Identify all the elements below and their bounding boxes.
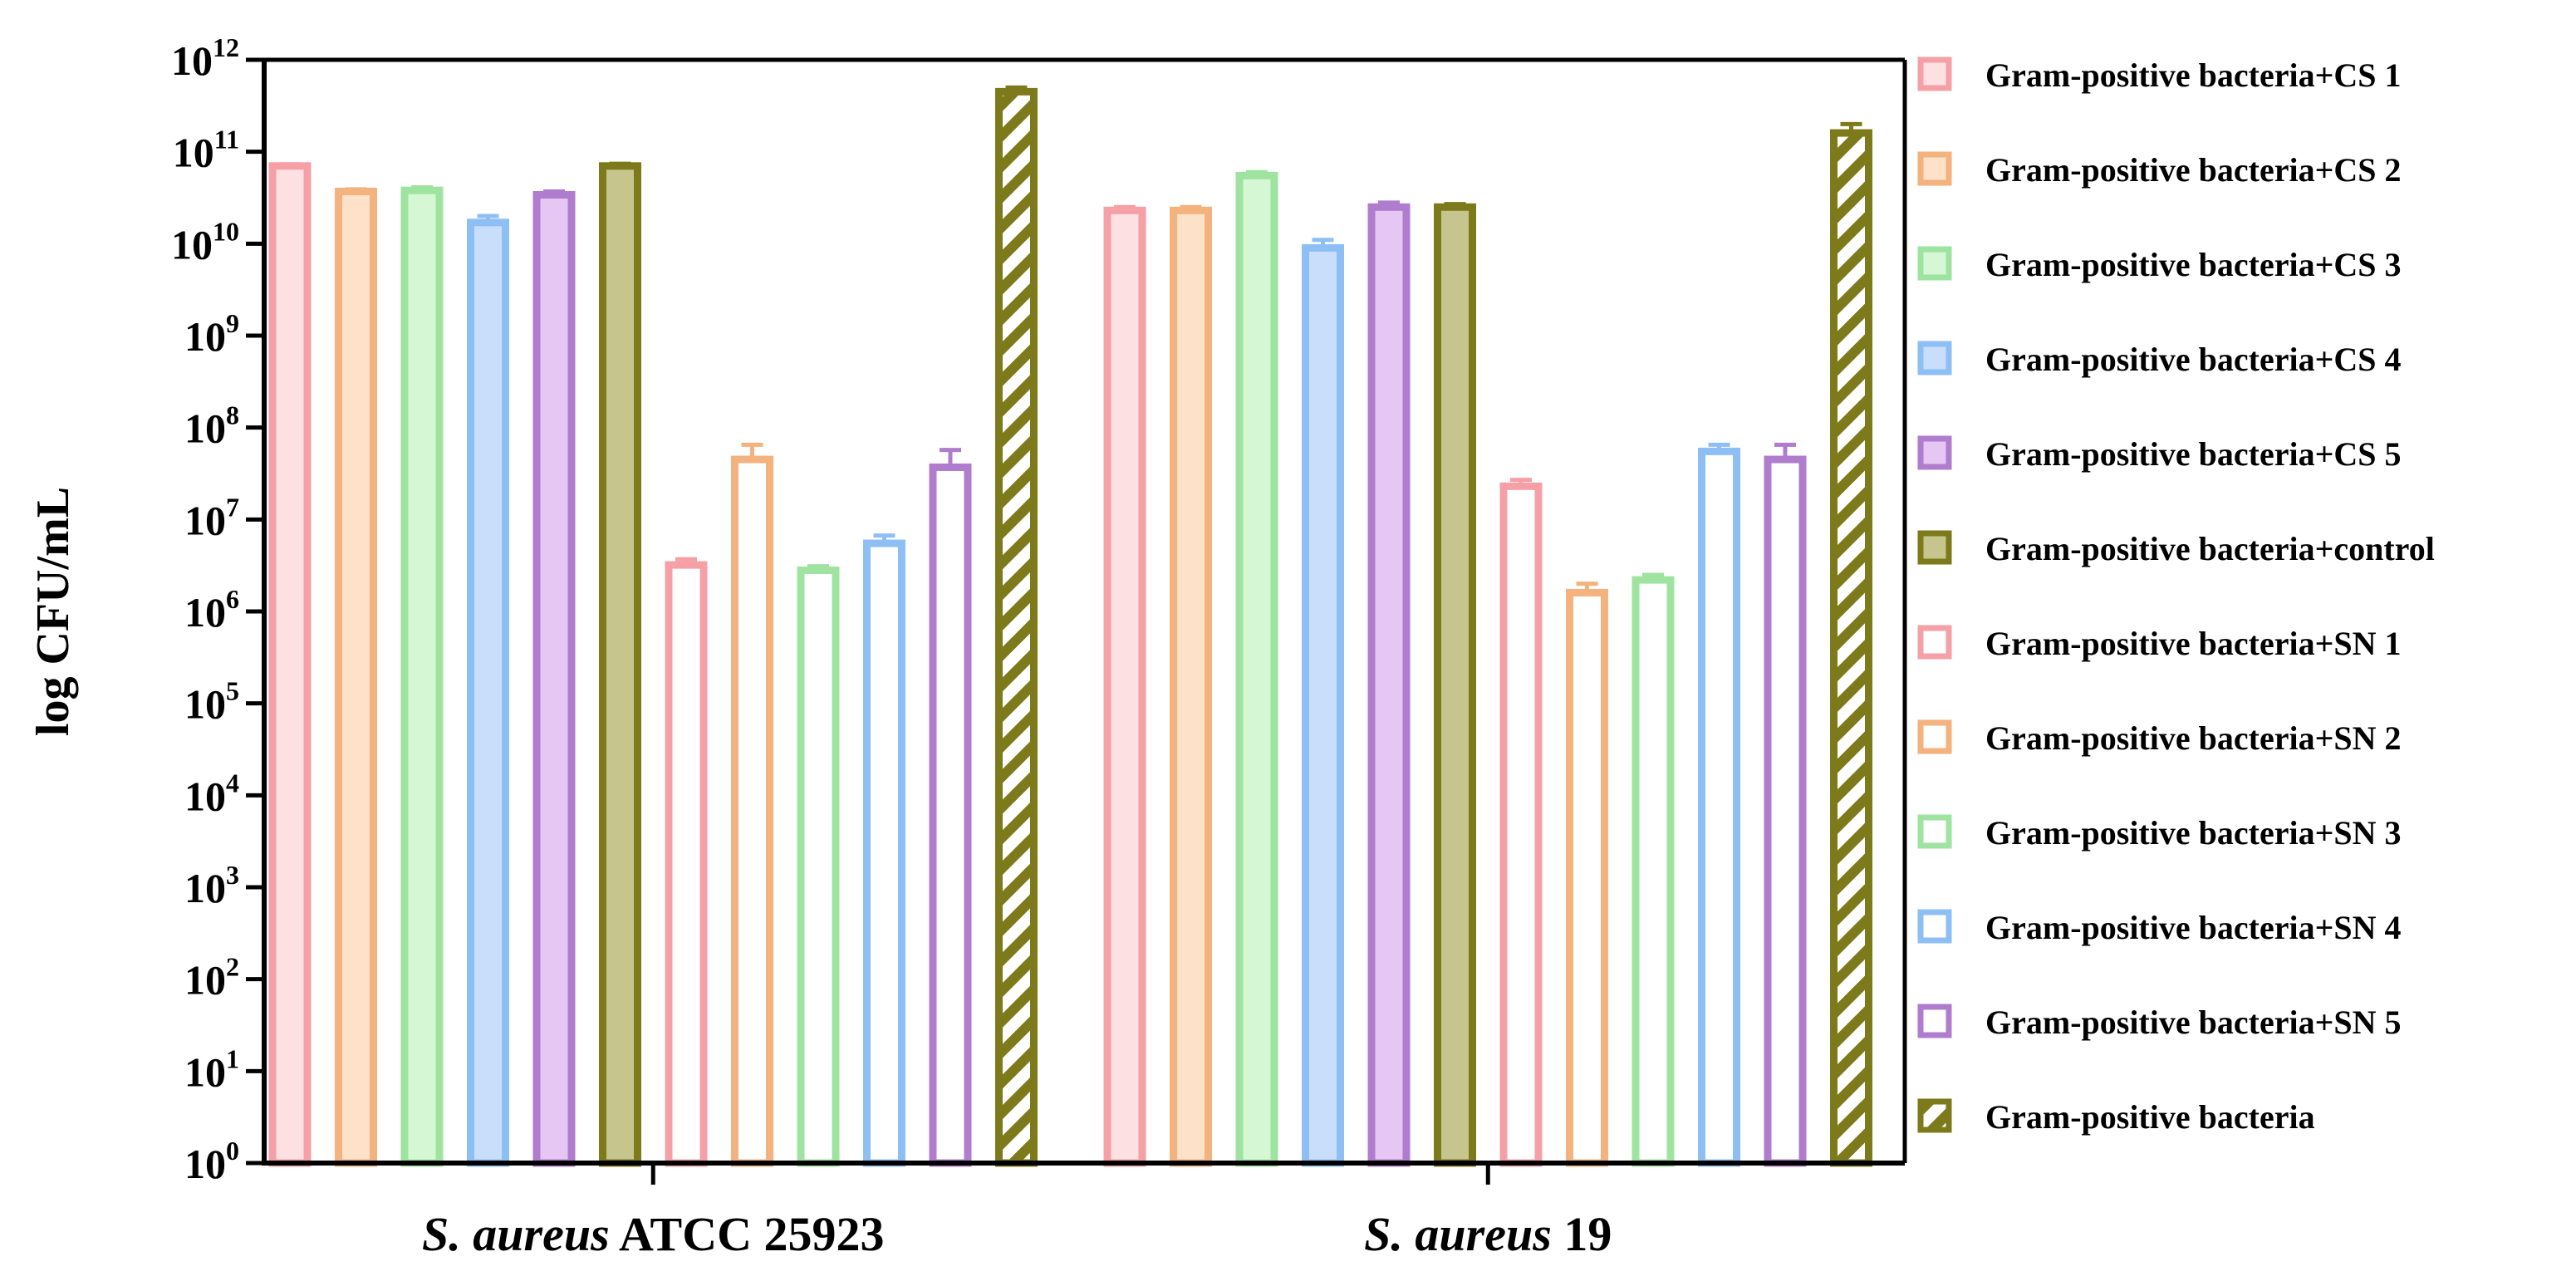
bar — [1103, 206, 1146, 1167]
bar — [599, 162, 641, 1167]
legend-label: Gram-positive bacteria+SN 3 — [1985, 814, 2402, 852]
bar — [532, 191, 576, 1167]
legend-swatch — [1917, 1098, 1952, 1133]
bar — [1235, 171, 1278, 1167]
bar — [1698, 447, 1740, 1167]
bar — [268, 162, 312, 1167]
bar — [995, 87, 1038, 1167]
y-tick-label: 103 — [184, 860, 239, 911]
legend-label: Gram-positive bacteria+CS 4 — [1985, 341, 2402, 378]
bar — [335, 187, 377, 1167]
legend-label: Gram-positive bacteria+CS 5 — [1985, 435, 2402, 473]
legend-label: Gram-positive bacteria+SN 1 — [1985, 625, 2402, 662]
bar — [1170, 206, 1212, 1167]
bar — [929, 463, 972, 1167]
bar — [665, 561, 708, 1167]
legend-swatch — [1917, 151, 1952, 186]
y-tick-label: 106 — [184, 584, 239, 636]
y-tick-label: 109 — [184, 308, 239, 360]
legend-swatch — [1917, 246, 1952, 281]
legend-label: Gram-positive bacteria+SN 5 — [1985, 1004, 2402, 1041]
legend-swatch — [1917, 435, 1952, 470]
x-tick-label: S. aureus ATCC 25923 — [422, 1207, 885, 1261]
y-tick-label: 1011 — [173, 125, 239, 176]
bar — [863, 539, 905, 1167]
y-tick-label: 104 — [184, 768, 239, 819]
y-tick-label: 107 — [184, 492, 239, 543]
y-tick-label: 105 — [184, 676, 239, 728]
legend-label: Gram-positive bacteria — [1985, 1098, 2315, 1136]
legend-swatch — [1917, 530, 1952, 565]
y-tick-label: 1010 — [171, 216, 239, 268]
y-tick-label: 101 — [184, 1043, 239, 1095]
bar — [1566, 588, 1608, 1167]
bar — [1764, 455, 1807, 1167]
legend-label: Gram-positive bacteria+SN 4 — [1985, 909, 2402, 946]
bar — [1499, 482, 1543, 1167]
legend-swatch — [1917, 814, 1952, 849]
legend-label: Gram-positive bacteria+control — [1985, 530, 2435, 567]
bar — [400, 186, 444, 1167]
legend: Gram-positive bacteria+CS 1 Gram-positive… — [1917, 56, 2435, 1136]
bar — [1367, 203, 1411, 1167]
legend-label: Gram-positive bacteria+SN 2 — [1985, 719, 2402, 757]
bar — [467, 218, 509, 1167]
legend-swatch — [1917, 625, 1952, 660]
y-tick-label: 108 — [184, 400, 239, 452]
legend-swatch — [1917, 719, 1952, 754]
bar — [1830, 129, 1872, 1167]
legend-label: Gram-positive bacteria+CS 1 — [1985, 56, 2402, 94]
y-tick-label: 100 — [184, 1136, 239, 1187]
y-tick-label: 1012 — [171, 32, 239, 84]
y-axis-title: log CFU/mL — [27, 487, 79, 736]
bar — [1631, 576, 1675, 1167]
bar — [731, 455, 773, 1167]
legend-swatch — [1917, 909, 1952, 944]
legend-label: Gram-positive bacteria+CS 3 — [1985, 246, 2402, 283]
bar — [797, 567, 840, 1167]
y-tick-label: 102 — [184, 952, 239, 1004]
legend-swatch — [1917, 56, 1952, 91]
legend-swatch — [1917, 1004, 1952, 1038]
bar — [1434, 203, 1476, 1167]
legend-swatch — [1917, 341, 1952, 375]
legend-label: Gram-positive bacteria+CS 2 — [1985, 151, 2402, 189]
bar — [1302, 243, 1344, 1167]
x-tick-label: S. aureus 19 — [1364, 1207, 1612, 1261]
